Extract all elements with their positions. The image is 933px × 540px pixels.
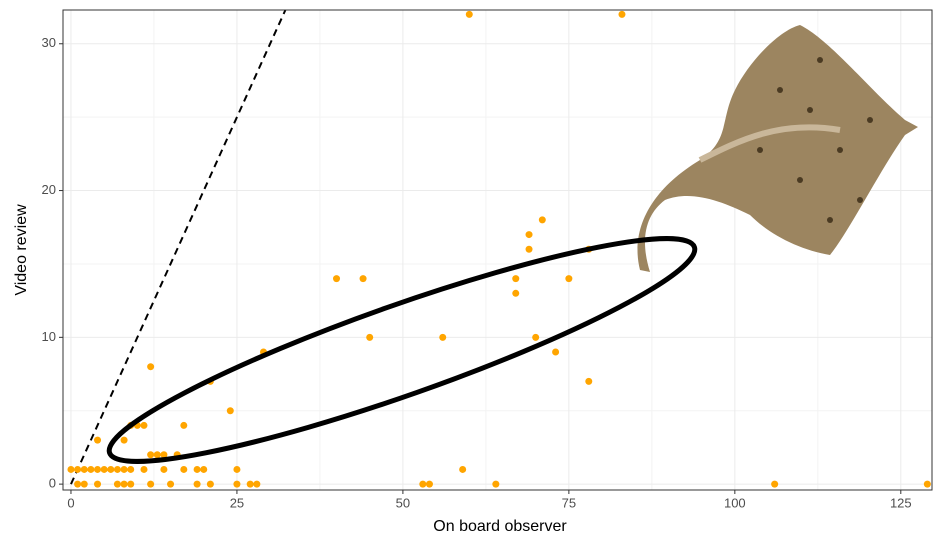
point <box>246 480 254 488</box>
point <box>359 275 367 283</box>
point <box>492 480 500 488</box>
point <box>193 465 201 473</box>
point <box>107 465 115 473</box>
ray-ridge <box>698 124 841 163</box>
point <box>512 275 520 283</box>
point <box>67 465 75 473</box>
panel-border <box>62 9 933 491</box>
point <box>94 480 102 488</box>
point <box>160 451 168 459</box>
point <box>147 363 155 371</box>
x-tick-label: 125 <box>890 495 912 510</box>
point <box>532 333 540 341</box>
point <box>233 465 241 473</box>
point <box>87 465 95 473</box>
ray-image <box>637 25 918 272</box>
y-tick-label: 30 <box>42 35 56 50</box>
point <box>167 480 175 488</box>
point <box>127 480 135 488</box>
point <box>120 480 128 488</box>
point <box>465 10 473 18</box>
point <box>923 480 931 488</box>
point <box>193 480 201 488</box>
reference-line <box>70 9 287 485</box>
x-tick-label: 75 <box>562 495 576 510</box>
point <box>100 465 108 473</box>
point <box>366 333 374 341</box>
point <box>160 465 168 473</box>
point <box>525 231 533 239</box>
point <box>419 480 427 488</box>
point <box>565 275 573 283</box>
point <box>538 216 546 224</box>
point <box>94 465 102 473</box>
x-axis-title: On board observer <box>433 518 567 535</box>
x-tick-label: 100 <box>724 495 746 510</box>
x-tick-label: 50 <box>396 495 410 510</box>
point <box>74 465 82 473</box>
point <box>200 465 208 473</box>
point <box>153 451 161 459</box>
grid <box>63 10 932 490</box>
y-tick-label: 10 <box>42 329 56 344</box>
point <box>180 421 188 429</box>
y-axis-title: Video review <box>13 204 30 296</box>
point <box>140 421 148 429</box>
point <box>127 465 135 473</box>
point <box>585 377 593 385</box>
point <box>512 289 520 297</box>
point <box>439 333 447 341</box>
point <box>525 245 533 253</box>
point <box>459 465 467 473</box>
ray-body <box>637 25 918 272</box>
point <box>74 480 82 488</box>
point <box>94 436 102 444</box>
point <box>618 10 626 18</box>
point <box>226 407 234 415</box>
point <box>120 436 128 444</box>
y-tick-label: 0 <box>49 476 56 491</box>
point <box>120 465 128 473</box>
point <box>552 348 560 356</box>
x-tick-label: 25 <box>230 495 244 510</box>
point <box>253 480 261 488</box>
point <box>180 465 188 473</box>
points <box>67 9 931 488</box>
point <box>113 465 121 473</box>
ray-spots <box>757 57 873 223</box>
point <box>206 480 214 488</box>
point <box>147 480 155 488</box>
x-tick-label: 0 <box>67 495 74 510</box>
point <box>771 480 779 488</box>
point <box>80 465 88 473</box>
decoration <box>106 25 918 464</box>
point <box>140 465 148 473</box>
point <box>80 480 88 488</box>
point <box>333 275 341 283</box>
point <box>233 480 241 488</box>
point <box>147 451 155 459</box>
point <box>113 480 121 488</box>
point <box>425 480 433 488</box>
y-tick-label: 20 <box>42 182 56 197</box>
highlight-ellipse <box>106 236 698 464</box>
